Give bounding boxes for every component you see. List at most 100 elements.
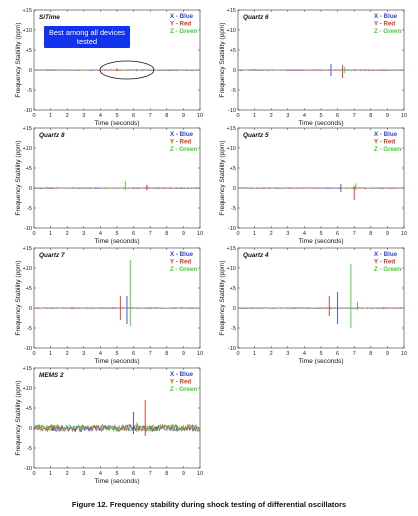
x-tick-label: 3 (286, 231, 289, 237)
legend-entry: X - Blue (170, 131, 194, 138)
y-axis-label: Frequency Stability (ppm) (219, 140, 226, 215)
legend-entry: Y - Red (374, 21, 395, 28)
y-tick-label: -5 (27, 326, 32, 332)
x-tick-label: 7 (149, 471, 152, 477)
y-axis-label: Frequency Stability (ppm) (15, 260, 22, 335)
x-axis-label: Time (seconds) (298, 120, 343, 127)
legend-entry: X - Blue (170, 251, 194, 258)
x-tick-label: 4 (303, 351, 306, 357)
legend-entry: Y - Red (170, 379, 191, 386)
y-tick-label: +10 (23, 28, 33, 34)
x-tick-label: 3 (82, 471, 85, 477)
y-tick-label: +5 (230, 48, 236, 54)
y-tick-label: -10 (24, 466, 32, 472)
x-tick-label: 10 (401, 231, 407, 237)
x-tick-label: 1 (253, 351, 256, 357)
y-tick-label: -5 (27, 446, 32, 452)
x-tick-label: 7 (353, 351, 356, 357)
y-tick-label: -5 (231, 88, 236, 94)
series-z-line (237, 69, 405, 71)
x-tick-label: 6 (336, 231, 339, 237)
y-tick-label: +5 (26, 166, 32, 172)
y-tick-label: +5 (26, 48, 32, 54)
legend-entry: X - Blue (170, 13, 194, 20)
legend-entry: X - Blue (374, 13, 398, 20)
x-axis-label: Time (seconds) (94, 238, 139, 245)
callout-text: Best among all devices tested (49, 28, 125, 46)
x-tick-label: 9 (182, 113, 185, 119)
y-tick-label: +10 (23, 386, 33, 392)
x-tick-label: 10 (401, 113, 407, 119)
x-tick-label: 7 (149, 113, 152, 119)
y-tick-label: -5 (231, 206, 236, 212)
x-axis-label: Time (seconds) (94, 120, 139, 127)
legend-entry: Z - Green (170, 386, 197, 393)
plot-title: Quartz 6 (243, 14, 269, 21)
legend-entry: X - Blue (374, 131, 398, 138)
x-tick-label: 2 (270, 231, 273, 237)
x-tick-label: 3 (82, 231, 85, 237)
x-tick-label: 4 (99, 351, 102, 357)
x-axis-label: Time (seconds) (298, 358, 343, 365)
x-tick-label: 10 (197, 113, 203, 119)
x-tick-label: 8 (165, 351, 168, 357)
y-tick-label: +5 (26, 406, 32, 412)
x-tick-label: 10 (401, 351, 407, 357)
y-tick-label: +15 (23, 366, 33, 372)
legend-entry: Z - Green (170, 146, 197, 153)
x-tick-label: 8 (369, 113, 372, 119)
x-tick-label: 2 (66, 113, 69, 119)
x-tick-label: 3 (82, 113, 85, 119)
legend-entry: Z - Green (170, 266, 197, 273)
series-z-line (237, 187, 405, 189)
y-axis-label: Frequency Stability (ppm) (15, 22, 22, 97)
highlight-ellipse (99, 60, 155, 80)
x-axis-label: Time (seconds) (298, 238, 343, 245)
y-tick-label: -10 (24, 346, 32, 352)
series-z-line (237, 307, 405, 309)
x-tick-label: 9 (182, 471, 185, 477)
plot-title: SiTime (39, 14, 60, 21)
series-z-line (33, 187, 201, 189)
x-tick-label: 5 (319, 231, 322, 237)
legend-entry: Z - Green (374, 146, 401, 153)
x-tick-label: 6 (336, 351, 339, 357)
x-tick-label: 10 (197, 231, 203, 237)
y-tick-label: -10 (228, 346, 236, 352)
x-axis-label: Time (seconds) (94, 358, 139, 365)
x-tick-label: 4 (99, 113, 102, 119)
y-axis-label: Frequency Stability (ppm) (15, 140, 22, 215)
x-tick-label: 9 (386, 231, 389, 237)
y-tick-label: -5 (231, 326, 236, 332)
legend-entry: X - Blue (374, 251, 398, 258)
y-tick-label: +15 (23, 126, 33, 132)
x-tick-label: 7 (353, 231, 356, 237)
y-tick-label: +15 (227, 246, 237, 252)
x-tick-label: 0 (32, 351, 35, 357)
x-tick-label: 2 (270, 351, 273, 357)
x-tick-label: 2 (66, 351, 69, 357)
y-tick-label: +10 (227, 146, 237, 152)
y-tick-label: +15 (23, 8, 33, 14)
x-tick-label: 1 (253, 113, 256, 119)
legend-entry: Y - Red (170, 259, 191, 266)
x-tick-label: 10 (197, 471, 203, 477)
x-tick-label: 6 (132, 471, 135, 477)
y-axis-label: Frequency Stability (ppm) (15, 380, 22, 455)
y-tick-label: -10 (228, 226, 236, 232)
y-tick-label: +15 (23, 246, 33, 252)
legend-entry: Y - Red (170, 139, 191, 146)
x-tick-label: 9 (182, 351, 185, 357)
y-tick-label: +15 (227, 8, 237, 14)
x-tick-label: 7 (149, 231, 152, 237)
x-tick-label: 3 (286, 351, 289, 357)
plot-title: Quartz 4 (243, 252, 269, 259)
series-z-line (33, 307, 201, 309)
y-axis-label: Frequency Stability (ppm) (219, 260, 226, 335)
y-tick-label: 0 (29, 426, 32, 432)
y-tick-label: -10 (228, 108, 236, 114)
callout-line: Best among all devices (49, 28, 125, 37)
y-tick-label: 0 (29, 186, 32, 192)
